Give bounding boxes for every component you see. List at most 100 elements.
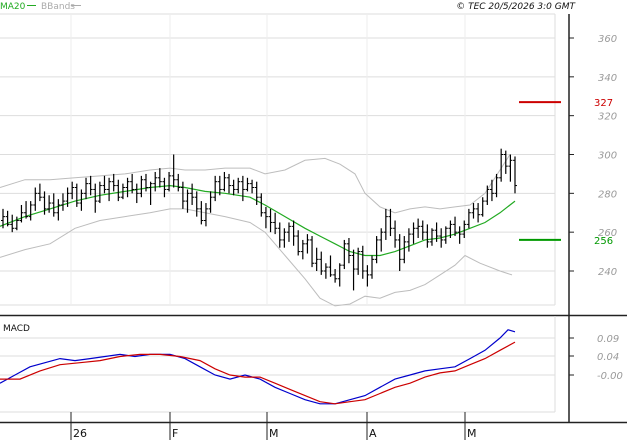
price-y-axis: 240 260 280 300 320 340 360: [598, 34, 617, 278]
ohlc-bar: [199, 201, 204, 225]
ohlc-bar: [37, 183, 42, 202]
ohlc-bar: [453, 216, 458, 237]
ohlc-bar: [365, 265, 370, 287]
ohlc-bar: [388, 208, 393, 237]
price-grid: [0, 13, 574, 306]
ohlc-bar: [47, 195, 52, 213]
ohlc-bar: [190, 183, 195, 205]
ohlc-bar: [282, 228, 287, 248]
ohlc-bar: [176, 173, 181, 192]
ohlc-bar: [305, 234, 310, 254]
ohlc-bar: [74, 183, 79, 207]
ohlc-bar: [5, 210, 10, 227]
ohlc-bar: [360, 245, 365, 279]
ohlc-bar: [42, 191, 47, 215]
ohlc-bar: [370, 255, 375, 279]
ohlc-bar: [494, 173, 499, 198]
ohlc-bar: [213, 175, 218, 202]
ohlc-bar: [1, 208, 5, 229]
ohlc-bar: [416, 218, 421, 238]
ohlc-bar: [310, 236, 315, 268]
ohlc-bar: [33, 187, 38, 211]
x-tick-label: 26: [73, 427, 87, 440]
ohlc-bar: [485, 185, 490, 205]
ohlc-bar: [263, 206, 268, 229]
ohlc-bar: [351, 249, 356, 291]
price-tick-label: 360: [598, 34, 617, 45]
ohlc-bar: [466, 208, 471, 229]
ohlc-bar: [393, 220, 398, 248]
ohlc-bar: [111, 173, 116, 192]
ohlc-bar: [143, 173, 148, 192]
ohlc-bar: [153, 171, 158, 192]
ohlc-bar: [443, 226, 448, 244]
macd-tick-label: 0.04: [597, 352, 619, 363]
ohlc-bar: [429, 228, 434, 246]
ma20-line: [0, 184, 516, 257]
ohlc-bar: [93, 183, 98, 213]
x-axis: 26 F M A M: [70, 412, 477, 440]
x-tick-label: F: [172, 427, 178, 440]
x-tick-label: M: [467, 427, 477, 440]
ohlc-bar: [346, 237, 351, 264]
ohlc-bar: [148, 181, 153, 205]
ohlc-bar: [236, 177, 241, 194]
level-label: 256: [594, 236, 613, 247]
ohlc-bar: [323, 263, 328, 279]
ohlc-bar: [425, 224, 430, 248]
ohlc-bar: [28, 201, 33, 221]
ohlc-bar: [434, 222, 439, 242]
bband-upper-line: [0, 154, 511, 214]
ohlc-bar: [476, 203, 481, 223]
ohlc-bar: [503, 150, 508, 174]
ohlc-bar: [273, 212, 278, 235]
macd-series-line: [0, 329, 516, 405]
macd-tick-label: 0.09: [597, 334, 619, 345]
ohlc-bar: [162, 177, 167, 198]
ohlc-bar: [471, 203, 476, 219]
price-tick-label: 320: [598, 112, 617, 123]
ohlc-bar: [508, 154, 513, 182]
legend-bbands: BBands: [41, 2, 75, 12]
macd-lines: [0, 329, 516, 405]
ohlc-bar: [448, 220, 453, 238]
ohlc-bar: [130, 173, 135, 194]
ohlc-bar: [286, 222, 291, 242]
ohlc-bar: [499, 148, 504, 182]
ohlc-bar: [167, 171, 172, 192]
macd-tick-label: -0.00: [597, 371, 623, 382]
ohlc-bar: [194, 191, 199, 217]
ohlc-bar: [120, 183, 125, 200]
ohlc-bar: [328, 255, 333, 277]
ohlc-bar: [134, 183, 139, 204]
ohlc-bar: [65, 187, 70, 207]
legend-ma20: MA20: [0, 2, 26, 12]
ohlc-bar: [513, 156, 517, 194]
ohlc-bar: [402, 236, 407, 264]
ohlc-bar: [10, 214, 15, 233]
ohlc-bar: [185, 189, 190, 213]
ohlc-bar: [24, 201, 29, 219]
ohlc-bar: [14, 216, 19, 231]
ohlc-bar: [84, 177, 89, 200]
macd-grid: [0, 316, 574, 413]
ohlc-bar: [489, 179, 494, 202]
ohlc-bar: [259, 193, 264, 217]
ohlc-bar: [51, 193, 56, 217]
ohlc-bar: [480, 197, 485, 217]
ohlc-bar: [383, 208, 388, 240]
ohlc-bar: [254, 181, 259, 205]
ohlc-bar: [268, 208, 273, 233]
ohlc-bar: [88, 175, 93, 196]
ohlc-bar: [19, 204, 24, 223]
price-tick-label: 280: [598, 189, 617, 200]
price-tick-label: 300: [598, 151, 617, 162]
ohlc-bar: [337, 263, 342, 287]
ohlc-bar: [222, 171, 227, 192]
bollinger-bands: [0, 154, 513, 307]
macd-y-axis: -0.00 0.04 0.09: [597, 334, 623, 382]
ohlc-bar: [411, 222, 416, 244]
ohlc-bar: [277, 222, 282, 248]
ohlc-bar: [203, 203, 208, 227]
